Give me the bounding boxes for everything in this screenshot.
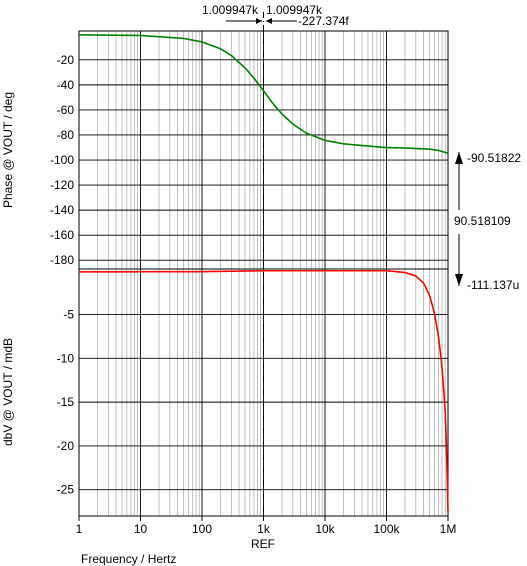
phase-grid xyxy=(79,31,448,269)
y-tick-label: -5 xyxy=(63,308,74,322)
y-tick-label: -160 xyxy=(50,228,74,242)
x-tick-label: 1 xyxy=(76,522,83,536)
cursor-label-left: 1.009947k xyxy=(202,3,259,17)
y-tick-label: -25 xyxy=(57,483,75,497)
x-tick-label: 10k xyxy=(315,522,335,536)
y-tick-label: -15 xyxy=(57,395,75,409)
magnitude-y-ticks: -5 -10 -15 -20 -25 xyxy=(57,308,75,497)
cursor-delta-label: -227.374f xyxy=(298,14,349,28)
phase-y-ticks: -20 -40 -60 -80 -100 -120 -140 -160 -180 xyxy=(50,53,74,267)
y-tick-label: -10 xyxy=(57,351,75,365)
x-tick-label: 100 xyxy=(192,522,212,536)
y-tick-label: -80 xyxy=(57,128,75,142)
phase-y-axis-label: Phase @ VOUT / deg xyxy=(1,92,15,208)
side-annotation-lower: -111.137u xyxy=(467,278,519,292)
x-axis-label: Frequency / Hertz xyxy=(81,552,176,566)
y-tick-label: -60 xyxy=(57,103,75,117)
magnitude-y-axis-label: dbV @ VOUT / mdB xyxy=(1,338,15,446)
x-tick-label: 10 xyxy=(134,522,148,536)
x-tick-label: 1k xyxy=(257,522,271,536)
ref-label: REF xyxy=(251,537,275,551)
y-tick-label: -40 xyxy=(57,78,75,92)
y-tick-label: -120 xyxy=(50,178,74,192)
x-tick-label: 100k xyxy=(373,522,400,536)
side-annotation-upper: -90.51822 xyxy=(467,151,521,165)
side-annotation-middle: 90.518109 xyxy=(454,214,511,228)
y-tick-label: -100 xyxy=(50,153,74,167)
side-measure-arrow xyxy=(455,152,463,286)
magnitude-trace xyxy=(79,269,449,512)
y-tick-label: -20 xyxy=(57,439,75,453)
cursor-delta-marker xyxy=(226,18,297,24)
y-tick-label: -20 xyxy=(57,53,75,67)
y-tick-label: -140 xyxy=(50,203,74,217)
x-tick-label: 1M xyxy=(440,522,457,536)
cursor-label-right: 1.009947k xyxy=(266,3,323,17)
frequency-x-ticks: 1 10 100 1k 10k 100k 1M xyxy=(76,516,457,536)
y-tick-label: -180 xyxy=(50,253,74,267)
phase-trace xyxy=(78,34,449,155)
